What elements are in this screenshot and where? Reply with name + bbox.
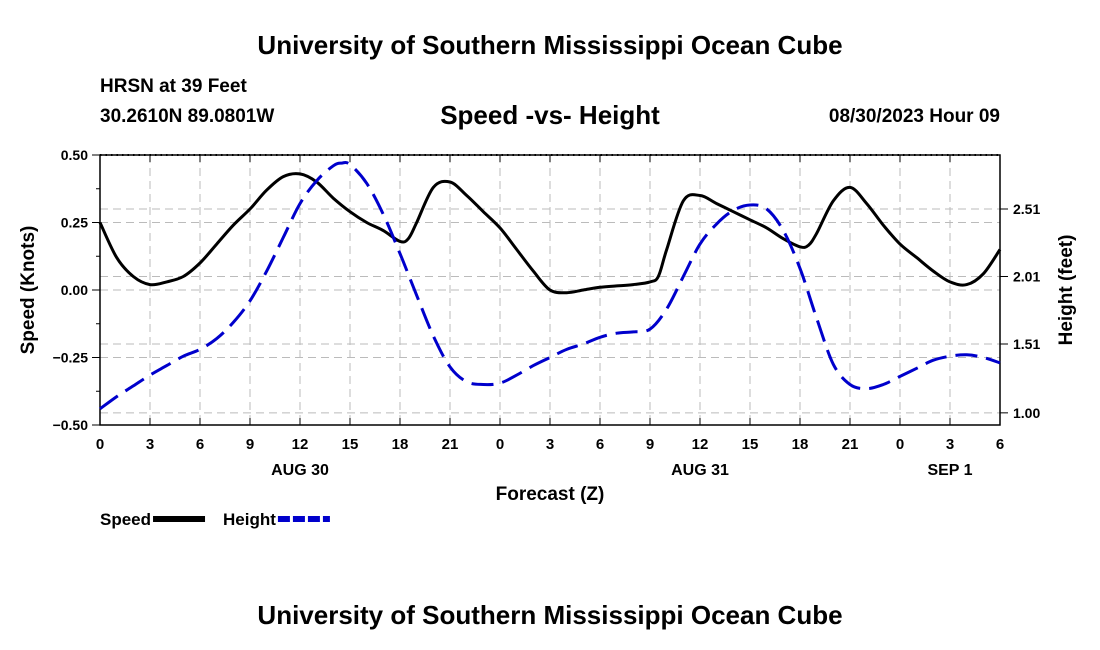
y-right-tick-label: 1.00 <box>1013 405 1040 421</box>
x-tick-label: 6 <box>596 436 604 453</box>
y-right-tick-label: 2.01 <box>1013 269 1040 285</box>
run-time: 08/30/2023 Hour 09 <box>828 106 1000 127</box>
x-tick-label: 15 <box>342 436 359 453</box>
footer-title: University of Southern Mississippi Ocean… <box>257 600 843 630</box>
x-tick-label: 21 <box>842 436 859 453</box>
series-layer <box>98 160 1002 411</box>
x-tick-label: 21 <box>442 436 459 453</box>
x-tick-label: 18 <box>792 436 809 453</box>
x-tick-label: 6 <box>196 436 204 453</box>
station-coords: 30.2610N 89.0801W <box>100 106 275 127</box>
series-line-speed <box>98 172 1002 295</box>
y-left-tick-label: 0.50 <box>61 147 88 163</box>
x-tick-label: 0 <box>496 436 504 453</box>
date-label: AUG 30 <box>271 462 329 479</box>
station-name: HRSN at 39 Feet <box>100 76 247 97</box>
y-left-tick-label: −0.50 <box>53 417 89 433</box>
y-right-tick-label: 2.51 <box>1013 201 1040 217</box>
legend-label-height: Height <box>223 510 276 529</box>
x-tick-label: 3 <box>546 436 554 453</box>
x-tick-label: 0 <box>896 436 904 453</box>
x-tick-label: 18 <box>392 436 409 453</box>
x-tick-label: 9 <box>246 436 254 453</box>
legend-label-speed: Speed <box>100 510 151 529</box>
y-left-tick-label: 0.00 <box>61 282 88 298</box>
y-right-tick-label: 1.51 <box>1013 336 1040 352</box>
x-tick-label: 3 <box>146 436 154 453</box>
legend: Speed Height <box>100 510 330 529</box>
series-line-height <box>99 160 1001 411</box>
x-tick-label: 6 <box>996 436 1004 453</box>
y-left-tick-label: 0.25 <box>61 215 88 231</box>
x-axis-title: Forecast (Z) <box>496 484 605 505</box>
x-tick-label: 12 <box>692 436 709 453</box>
x-tick-label: 12 <box>292 436 309 453</box>
chart-subtitle: Speed -vs- Height <box>440 100 660 130</box>
date-label: AUG 31 <box>671 462 729 479</box>
x-tick-label: 0 <box>96 436 104 453</box>
x-tick-label: 9 <box>646 436 654 453</box>
x-tick-label: 3 <box>946 436 954 453</box>
main-title: University of Southern Mississippi Ocean… <box>257 30 843 60</box>
y-right-axis-title: Height (feet) <box>1056 235 1077 346</box>
y-left-tick-label: −0.25 <box>53 350 89 366</box>
x-tick-label: 15 <box>742 436 759 453</box>
axes: 0 3 6 9 12 15 18 21 0 3 6 9 12 15 18 21 0 3 6 0.50 0.25 0.00 −… <box>18 147 1077 505</box>
y-left-axis-title: Speed (Knots) <box>18 226 39 355</box>
date-label: SEP 1 <box>927 462 972 479</box>
